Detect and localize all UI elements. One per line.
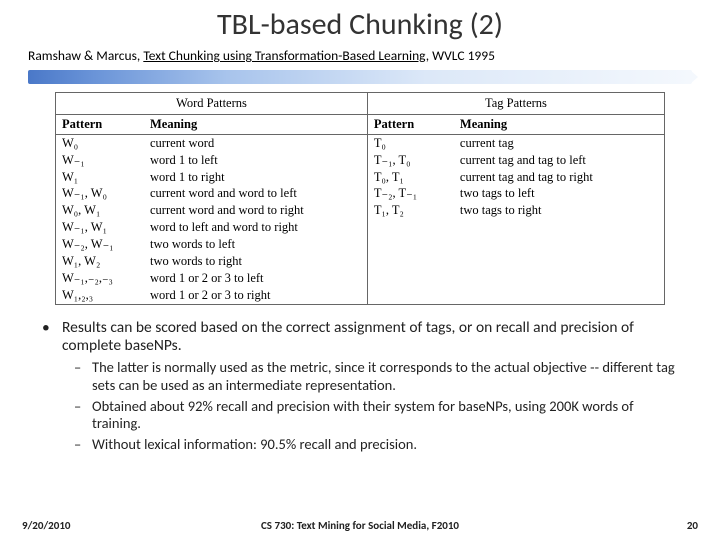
table-row: T₁, T₂two tags to right [368,202,664,219]
bullet-dot-icon: • [42,319,62,357]
meaning-cell: current tag and tag to right [454,169,664,186]
citation: Ramshaw & Marcus, Text Chunking using Tr… [0,43,720,64]
bullet-dash-icon: – [74,436,92,454]
table-row: W₋₁, W₀current word and word to left [56,185,367,202]
pattern-cell: W₋₁,₋₂,₋₃ [56,270,144,287]
pattern-cell: W₀, W₁ [56,202,144,219]
table-row: T₋₂, T₋₁two tags to left [368,185,664,202]
meaning-cell: two tags to left [454,185,664,202]
meaning-cell: word 1 to right [144,169,367,186]
meaning-cell: two words to right [144,253,367,270]
table-row: W₋₂, W₋₁two words to left [56,236,367,253]
col-pattern: Pattern [368,115,454,134]
pattern-cell: W₋₁, W₁ [56,219,144,236]
table-row: W₁,₂,₃word 1 or 2 or 3 to right [56,287,367,304]
pattern-cell: W₁, W₂ [56,253,144,270]
meaning-cell: word to left and word to right [144,219,367,236]
table-row: T₀, T₁current tag and tag to right [368,169,664,186]
meaning-cell: two words to left [144,236,367,253]
pattern-cell: W₁,₂,₃ [56,287,144,304]
divider-arrow [28,70,692,84]
pattern-cell: T₋₁, T₀ [368,152,454,169]
pattern-cell: W₀ [56,135,144,152]
bullet-dash-icon: – [74,359,92,394]
bullet-text: Obtained about 92% recall and precision … [92,398,684,433]
meaning-cell: current tag [454,135,664,152]
tag-patterns-table: Tag Patterns Pattern Meaning T₀current t… [368,93,664,304]
bullet-level2: – The latter is normally used as the met… [74,359,684,394]
tag-patterns-col-headers: Pattern Meaning [368,115,664,135]
bullet-level2: – Without lexical information: 90.5% rec… [74,436,684,454]
table-row: W₁word 1 to right [56,169,367,186]
table-row: W₋₁word 1 to left [56,152,367,169]
table-row: T₀current tag [368,135,664,152]
slide: TBL-based Chunking (2) Ramshaw & Marcus,… [0,0,720,540]
pattern-cell: W₋₁ [56,152,144,169]
col-meaning: Meaning [454,115,664,134]
pattern-cell: T₀, T₁ [368,169,454,186]
tag-patterns-rows: T₀current tag T₋₁, T₀current tag and tag… [368,135,664,219]
slide-title: TBL-based Chunking (2) [0,0,720,43]
meaning-cell: current word and word to left [144,185,367,202]
col-meaning: Meaning [144,115,367,134]
bullet-dash-icon: – [74,398,92,433]
word-patterns-header: Word Patterns [56,93,367,115]
pattern-cell: T₀ [368,135,454,152]
meaning-cell: word 1 to left [144,152,367,169]
footer: 9/20/2010 CS 730: Text Mining for Social… [0,519,720,532]
meaning-cell: current word [144,135,367,152]
bullet-level2: – Obtained about 92% recall and precisio… [74,398,684,433]
word-patterns-col-headers: Pattern Meaning [56,115,367,135]
pattern-cell: W₋₂, W₋₁ [56,236,144,253]
table-row: W₋₁,₋₂,₋₃word 1 or 2 or 3 to left [56,270,367,287]
table-row: W₁, W₂two words to right [56,253,367,270]
meaning-cell: two tags to right [454,202,664,219]
word-patterns-table: Word Patterns Pattern Meaning W₀current … [56,93,368,304]
table-row: T₋₁, T₀current tag and tag to left [368,152,664,169]
pattern-cell: W₁ [56,169,144,186]
pattern-cell: T₋₂, T₋₁ [368,185,454,202]
meaning-cell: word 1 or 2 or 3 to right [144,287,367,304]
table-row: W₋₁, W₁word to left and word to right [56,219,367,236]
meaning-cell: current word and word to right [144,202,367,219]
pattern-cell: W₋₁, W₀ [56,185,144,202]
word-patterns-rows: W₀current word W₋₁word 1 to left W₁word … [56,135,367,304]
meaning-cell: word 1 or 2 or 3 to left [144,270,367,287]
footer-course: CS 730: Text Mining for Social Media, F2… [0,519,720,532]
patterns-table: Word Patterns Pattern Meaning W₀current … [55,92,665,305]
table-row: W₀, W₁current word and word to right [56,202,367,219]
citation-post: , WVLC 1995 [426,47,495,64]
citation-link: Text Chunking using Transformation-Based… [143,47,425,64]
bullet-text: Results can be scored based on the corre… [62,319,684,357]
bullet-list: • Results can be scored based on the cor… [42,319,684,454]
meaning-cell: current tag and tag to left [454,152,664,169]
bullet-text: The latter is normally used as the metri… [92,359,684,394]
bullet-level1: • Results can be scored based on the cor… [42,319,684,357]
citation-pre: Ramshaw & Marcus, [28,47,143,64]
pattern-cell: T₁, T₂ [368,202,454,219]
table-row: W₀current word [56,135,367,152]
tag-patterns-header: Tag Patterns [368,93,664,115]
col-pattern: Pattern [56,115,144,134]
bullet-text: Without lexical information: 90.5% recal… [92,436,684,454]
